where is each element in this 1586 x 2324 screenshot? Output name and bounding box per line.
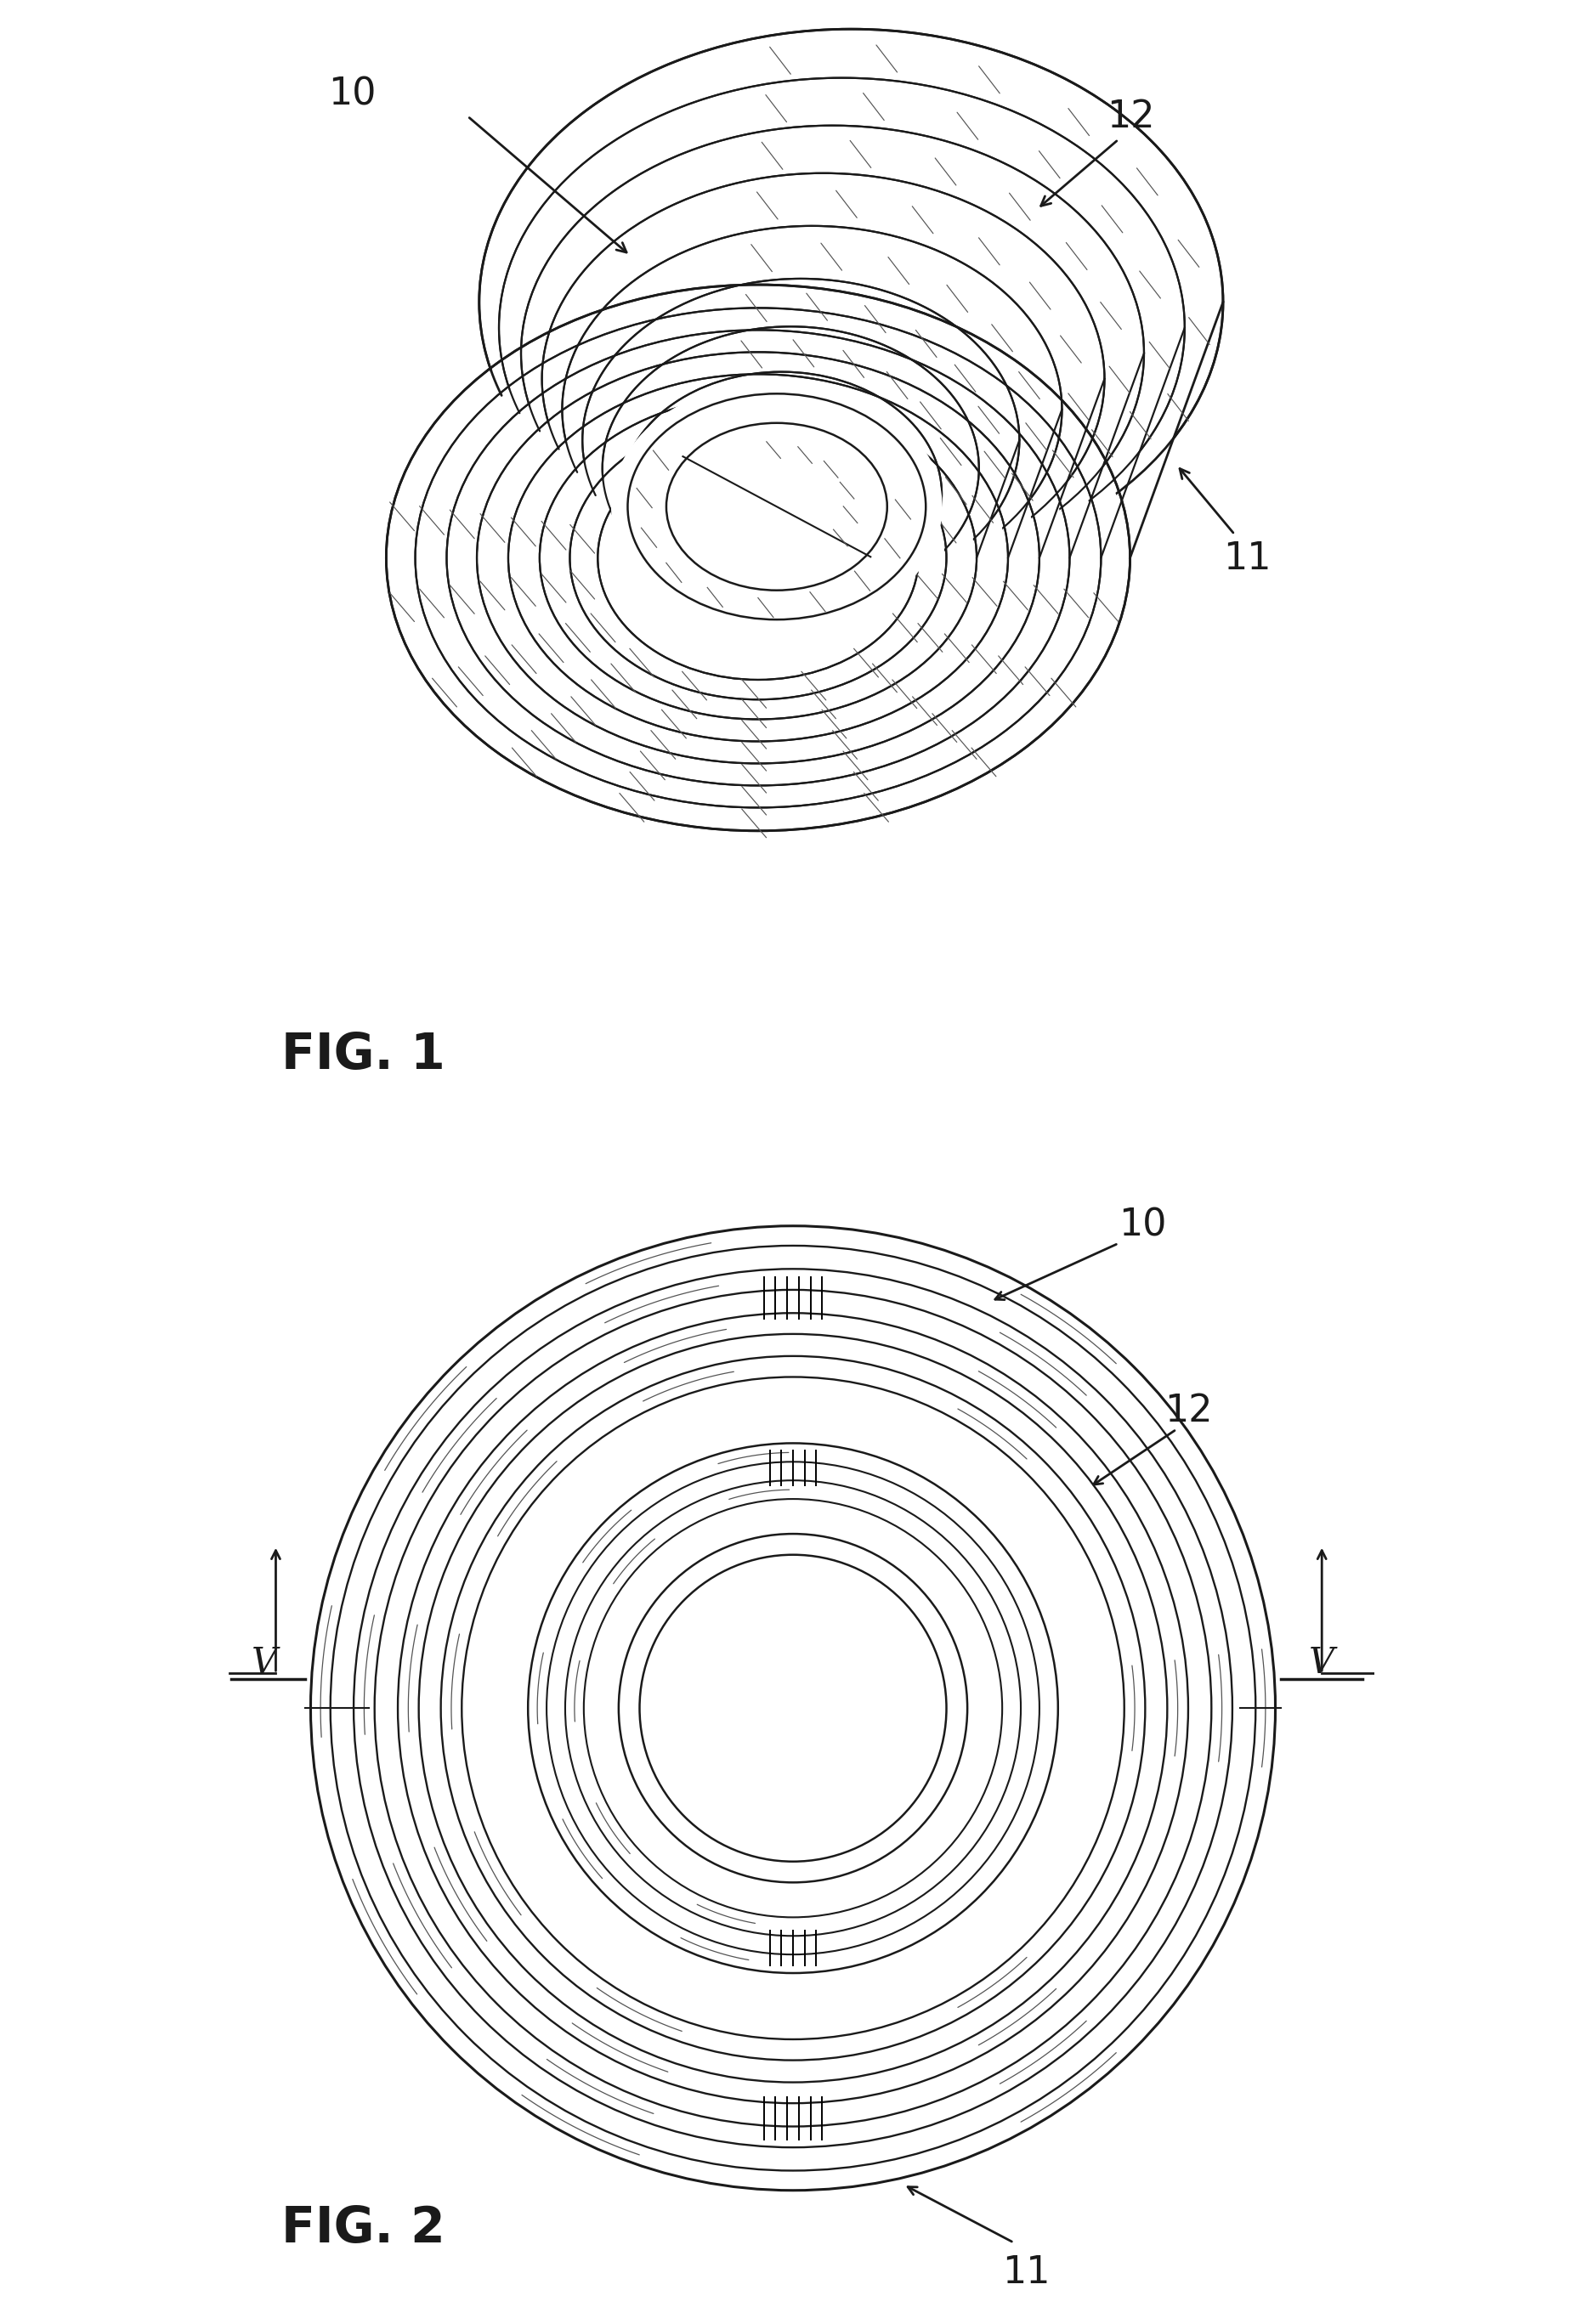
Ellipse shape bbox=[542, 397, 974, 718]
Ellipse shape bbox=[571, 418, 945, 697]
Text: FIG. 1: FIG. 1 bbox=[282, 1032, 446, 1078]
Ellipse shape bbox=[450, 332, 1066, 783]
Circle shape bbox=[639, 1555, 947, 1862]
Ellipse shape bbox=[611, 381, 942, 632]
Text: V: V bbox=[252, 1645, 278, 1680]
Ellipse shape bbox=[427, 0, 1183, 1048]
Ellipse shape bbox=[479, 353, 1037, 762]
Text: 12: 12 bbox=[1107, 100, 1155, 135]
Ellipse shape bbox=[390, 288, 1126, 827]
Text: 10: 10 bbox=[328, 77, 376, 112]
Text: FIG. 2: FIG. 2 bbox=[282, 2205, 446, 2252]
Text: 11: 11 bbox=[1223, 541, 1270, 576]
Text: 11: 11 bbox=[1002, 2254, 1050, 2291]
Text: V: V bbox=[1308, 1645, 1334, 1680]
Text: 10: 10 bbox=[1118, 1206, 1166, 1243]
Ellipse shape bbox=[419, 311, 1098, 804]
Text: 12: 12 bbox=[1166, 1392, 1213, 1429]
Ellipse shape bbox=[511, 376, 1006, 739]
